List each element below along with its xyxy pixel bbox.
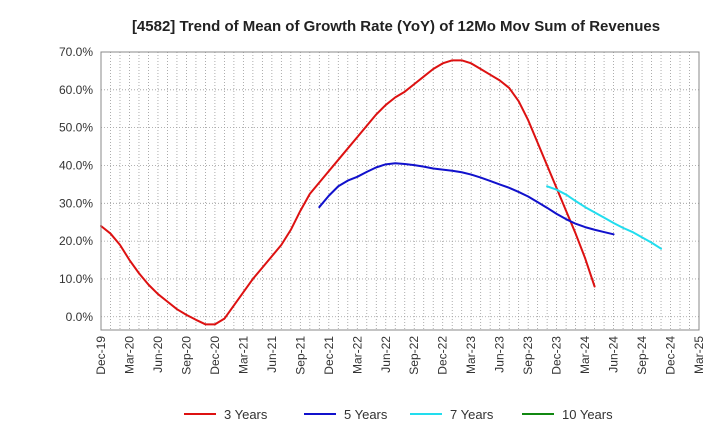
x-tick-label: Sep-21 [293,336,307,375]
x-tick-label: Jun-23 [493,336,507,373]
series-line-5-years [318,162,615,236]
x-tick-label: Mar-25 [692,336,706,374]
series-lines [100,59,663,326]
x-tick-label: Jun-21 [265,336,279,373]
y-tick-label: 40.0% [59,158,93,172]
x-tick-label: Dec-20 [208,336,222,375]
y-tick-label: 0.0% [66,310,94,324]
y-tick-label: 20.0% [59,234,93,248]
x-tick-label: Sep-24 [635,336,649,375]
x-tick-label: Sep-23 [521,336,535,375]
y-tick-label: 60.0% [59,83,93,97]
x-tick-label: Jun-22 [379,336,393,373]
y-tick-label: 10.0% [59,272,93,286]
x-tick-label: Dec-22 [436,336,450,375]
plot-frame [100,51,700,331]
x-tick-label: Dec-23 [550,336,564,375]
legend-label: 10 Years [562,407,613,422]
x-tick-label: Sep-20 [179,336,193,375]
x-tick-label: Mar-21 [236,336,250,374]
x-tick-label: Mar-23 [464,336,478,374]
x-tick-label: Dec-21 [322,336,336,375]
x-tick-label: Jun-20 [151,336,165,373]
grid [101,51,699,330]
x-tick-label: Sep-22 [407,336,421,375]
y-tick-label: 30.0% [59,196,93,210]
legend-label: 5 Years [344,407,388,422]
chart-title: [4582] Trend of Mean of Growth Rate (YoY… [132,18,660,35]
legend-label: 3 Years [224,407,268,422]
x-tick-label: Mar-22 [350,336,364,374]
y-tick-label: 70.0% [59,45,93,59]
x-axis-labels: Dec-19 Mar-20 Jun-20 Sep-20 Dec-20 Mar-21 Jun-… [94,336,706,375]
x-tick-label: Mar-24 [578,336,592,374]
x-tick-label: Jun-24 [607,336,621,373]
y-axis-labels: 0.0% 10.0% 20.0% 30.0% 40.0% 50.0% 60.0% 70.0% [59,45,93,324]
x-tick-label: Dec-24 [664,336,678,375]
series-line-3-years [100,59,596,326]
series-line-7-years [546,185,663,250]
x-tick-label: Dec-19 [94,336,108,375]
legend-label: 7 Years [450,407,494,422]
x-tick-label: Mar-20 [122,336,136,374]
legend: 3 Years 5 Years 7 Years 10 Years [184,407,613,422]
y-tick-label: 50.0% [59,121,93,135]
